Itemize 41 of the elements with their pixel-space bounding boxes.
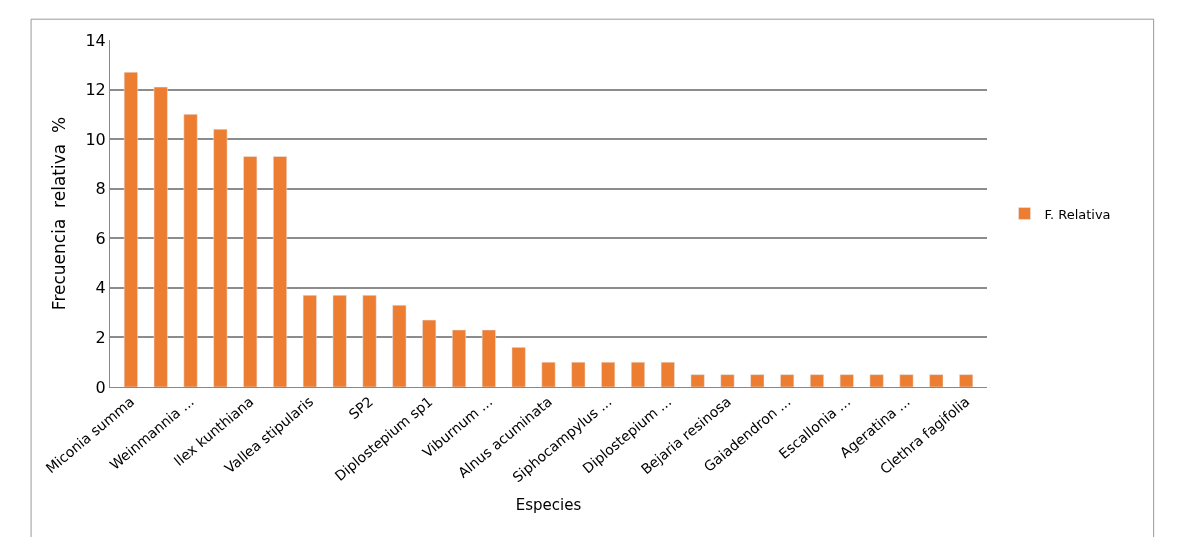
- bar: [541, 361, 556, 387]
- bar: [511, 347, 526, 387]
- bar: [899, 374, 914, 387]
- bar: [153, 86, 168, 387]
- bar: [869, 374, 884, 387]
- x-tick-label: SP2: [345, 393, 376, 423]
- bar: [929, 374, 944, 387]
- y-tick-label: 12: [85, 80, 106, 100]
- bar: [959, 374, 974, 387]
- bar: [123, 71, 138, 387]
- bar: [660, 361, 675, 387]
- bar: [243, 156, 258, 387]
- bar: [332, 295, 347, 387]
- y-axis-title: Frecuencia relativa %: [48, 116, 69, 311]
- y-tick-label: 2: [95, 328, 106, 348]
- y-tick-label: 0: [95, 377, 106, 397]
- bar: [690, 374, 705, 387]
- bar: [183, 114, 198, 387]
- bar: [750, 374, 765, 387]
- bar: [631, 361, 645, 387]
- y-tick-label: 14: [85, 30, 106, 50]
- y-tick-label: 4: [95, 278, 106, 298]
- bar: [302, 295, 317, 387]
- y-tick-label: 6: [95, 228, 106, 248]
- bar: [392, 304, 407, 387]
- bar: [213, 128, 228, 387]
- y-tick-label: 8: [95, 179, 106, 199]
- bar: [481, 329, 496, 387]
- bar: [362, 295, 377, 387]
- bar: [273, 156, 287, 387]
- bar: [780, 374, 795, 387]
- bar: [601, 361, 616, 387]
- x-axis-title: Especies: [515, 496, 582, 515]
- bar: [452, 329, 466, 387]
- bar: [422, 319, 437, 387]
- bar: [720, 374, 735, 387]
- bar: [839, 374, 854, 387]
- y-tick-label: 10: [85, 129, 106, 149]
- bar: [810, 374, 824, 387]
- bar: [571, 361, 586, 387]
- legend-label: F. Relativa: [1044, 206, 1111, 222]
